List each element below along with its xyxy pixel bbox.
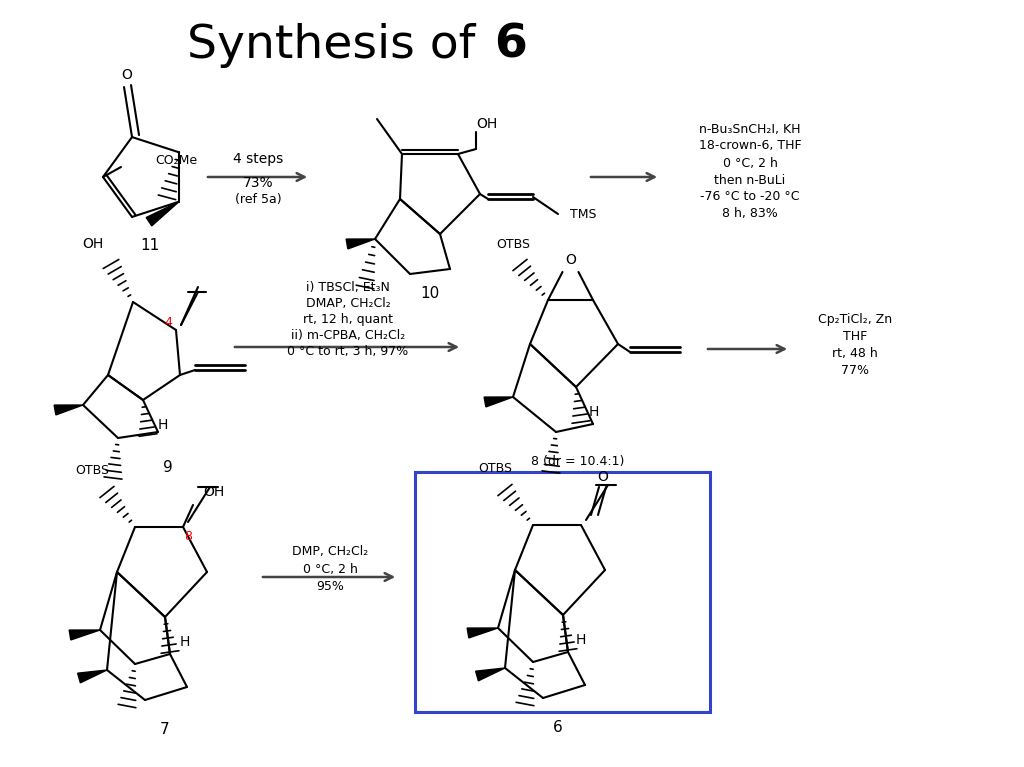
- Text: CO₂Me: CO₂Me: [155, 154, 198, 167]
- Text: H: H: [158, 418, 168, 432]
- Text: 9: 9: [163, 460, 173, 476]
- Text: 4: 4: [164, 315, 172, 328]
- Text: rt, 12 h, quant: rt, 12 h, quant: [303, 312, 393, 325]
- Text: 6: 6: [494, 22, 527, 67]
- Text: 18-crown-6, THF: 18-crown-6, THF: [698, 140, 802, 153]
- Text: OTBS: OTBS: [75, 465, 109, 478]
- Text: OH: OH: [82, 237, 103, 251]
- Text: 6: 6: [553, 720, 563, 736]
- Text: 0 °C, 2 h: 0 °C, 2 h: [302, 562, 357, 575]
- Text: -76 °C to -20 °C: -76 °C to -20 °C: [700, 190, 800, 203]
- Text: (ref 5a): (ref 5a): [234, 193, 282, 206]
- Text: n-Bu₃SnCH₂I, KH: n-Bu₃SnCH₂I, KH: [699, 123, 801, 136]
- Polygon shape: [146, 202, 179, 225]
- Text: 8 (dr = 10.4:1): 8 (dr = 10.4:1): [531, 456, 625, 469]
- Bar: [415, 472, 710, 712]
- Text: OH: OH: [476, 117, 498, 131]
- Text: 7: 7: [160, 723, 170, 738]
- Text: then n-BuLi: then n-BuLi: [715, 173, 785, 186]
- Text: 95%: 95%: [316, 580, 344, 592]
- Text: Synthesis of: Synthesis of: [186, 22, 490, 67]
- Text: OTBS: OTBS: [478, 462, 512, 475]
- Text: O: O: [598, 470, 608, 484]
- Text: 8 h, 83%: 8 h, 83%: [722, 208, 778, 220]
- Text: DMAP, CH₂Cl₂: DMAP, CH₂Cl₂: [305, 297, 390, 310]
- Text: 11: 11: [140, 238, 160, 252]
- Text: DMP, CH₂Cl₂: DMP, CH₂Cl₂: [292, 545, 368, 558]
- Text: 10: 10: [421, 287, 439, 301]
- Text: H: H: [180, 635, 190, 649]
- Polygon shape: [346, 239, 375, 249]
- Text: Cp₂TiCl₂, Zn: Cp₂TiCl₂, Zn: [818, 312, 892, 325]
- Text: OTBS: OTBS: [496, 239, 530, 252]
- Text: 0 °C to rt, 3 h, 97%: 0 °C to rt, 3 h, 97%: [288, 344, 409, 357]
- Polygon shape: [70, 630, 100, 640]
- Text: rt, 48 h: rt, 48 h: [833, 347, 878, 360]
- Text: H: H: [575, 633, 586, 647]
- Text: 0 °C, 2 h: 0 °C, 2 h: [723, 156, 777, 170]
- Text: 77%: 77%: [841, 364, 869, 377]
- Text: O: O: [565, 253, 575, 267]
- Polygon shape: [54, 405, 83, 415]
- Text: i) TBSCl, Et₃N: i) TBSCl, Et₃N: [306, 281, 390, 294]
- Text: 8: 8: [184, 531, 193, 544]
- Text: ii) m-CPBA, CH₂Cl₂: ii) m-CPBA, CH₂Cl₂: [291, 328, 406, 341]
- Text: OH: OH: [203, 485, 224, 499]
- Text: 4 steps: 4 steps: [232, 152, 283, 166]
- Polygon shape: [467, 628, 498, 638]
- Text: 73%: 73%: [243, 176, 273, 190]
- Polygon shape: [484, 397, 513, 407]
- Text: H: H: [589, 405, 599, 419]
- Text: O: O: [122, 68, 132, 82]
- Polygon shape: [475, 668, 505, 681]
- Text: TMS: TMS: [570, 208, 597, 220]
- Text: THF: THF: [843, 330, 867, 343]
- Polygon shape: [78, 670, 106, 683]
